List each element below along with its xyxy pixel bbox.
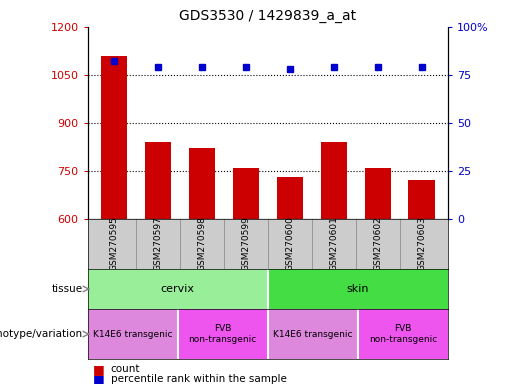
- Text: percentile rank within the sample: percentile rank within the sample: [111, 374, 287, 384]
- Text: GSM270600: GSM270600: [285, 217, 294, 271]
- Text: GSM270599: GSM270599: [242, 217, 250, 271]
- Bar: [268, 309, 358, 359]
- Bar: [188, 149, 215, 219]
- Text: ■: ■: [93, 373, 105, 384]
- Bar: [178, 309, 268, 359]
- Bar: [408, 180, 435, 219]
- Text: GSM270601: GSM270601: [329, 217, 338, 271]
- Bar: [365, 168, 391, 219]
- Text: cervix: cervix: [161, 284, 195, 294]
- Text: genotype/variation: genotype/variation: [0, 329, 82, 339]
- Text: count: count: [111, 364, 140, 374]
- Text: tissue: tissue: [52, 284, 82, 294]
- Text: K14E6 transgenic: K14E6 transgenic: [93, 329, 173, 339]
- Text: K14E6 transgenic: K14E6 transgenic: [273, 329, 353, 339]
- Bar: [145, 142, 171, 219]
- Bar: [101, 56, 127, 219]
- Title: GDS3530 / 1429839_a_at: GDS3530 / 1429839_a_at: [179, 9, 356, 23]
- Text: GSM270595: GSM270595: [109, 217, 118, 271]
- Text: GSM270597: GSM270597: [153, 217, 162, 271]
- Bar: [88, 269, 268, 309]
- Text: FVB
non-transgenic: FVB non-transgenic: [369, 324, 437, 344]
- Bar: [233, 168, 259, 219]
- Bar: [320, 142, 347, 219]
- Text: ■: ■: [93, 363, 105, 376]
- Bar: [268, 269, 448, 309]
- Text: GSM270598: GSM270598: [197, 217, 207, 271]
- Bar: [358, 309, 448, 359]
- Text: skin: skin: [347, 284, 369, 294]
- Text: FVB
non-transgenic: FVB non-transgenic: [188, 324, 257, 344]
- Text: GSM270602: GSM270602: [373, 217, 382, 271]
- Bar: [88, 309, 178, 359]
- Text: GSM270603: GSM270603: [417, 217, 426, 271]
- Bar: [277, 177, 303, 219]
